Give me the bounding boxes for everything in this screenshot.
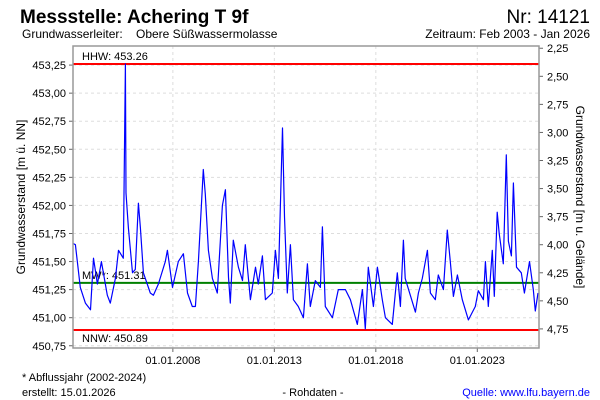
source-link[interactable]: Quelle: www.lfu.bayern.de (462, 387, 590, 399)
x-tick-label: 01.01.2013 (247, 355, 302, 367)
y-tick-label: 452,75 (32, 116, 66, 128)
y-right-tick-label: 4,25 (547, 268, 568, 280)
y-axis-label-left: Grundwasserstand [m ü. NN] (14, 120, 28, 275)
reference-label-nnw: NNW: 450.89 (82, 333, 148, 345)
y-right-tick-label: 4,00 (547, 240, 568, 252)
x-tick-label: 01.01.2018 (348, 355, 403, 367)
y-axis-label-right: Grundwasserstand [m u. Gelände] (573, 106, 587, 289)
reference-label-hhw: HHW: 453.26 (82, 51, 148, 63)
x-tick-label: 01.01.2023 (450, 355, 505, 367)
y-right-tick-label: 4,50 (547, 296, 568, 308)
y-tick-label: 451,25 (32, 285, 66, 297)
created-date: erstellt: 15.01.2026 (22, 387, 116, 399)
y-right-tick-label: 2,75 (547, 99, 568, 111)
y-tick-label: 452,25 (32, 172, 66, 184)
series-line-groundwater-level (73, 63, 539, 330)
station-title: Messstelle: Achering T 9f (20, 7, 249, 28)
aquifer-value: Obere Süßwassermolasse (136, 27, 278, 41)
y-right-tick-label: 3,50 (547, 184, 568, 196)
y-right-tick-label: 2,50 (547, 71, 568, 83)
grid (73, 46, 539, 348)
y-tick-label: 453,00 (32, 88, 66, 100)
y-tick-label: 450,75 (32, 341, 66, 353)
axis-ticks: 450,75 451,00 451,25 451,50 451,75 452,00 452,… (32, 43, 568, 367)
y-tick-label: 453,25 (32, 60, 66, 72)
reference-lines: HHW: 453.26 MW*: 451.31 NNW: 450.89 (73, 51, 539, 345)
y-tick-label: 452,50 (32, 144, 66, 156)
y-tick-label: 451,75 (32, 228, 66, 240)
y-right-tick-label: 2,25 (547, 43, 568, 55)
raw-data-label: - Rohdaten - (282, 387, 343, 399)
y-right-tick-label: 3,00 (547, 127, 568, 139)
x-tick-label: 01.01.2008 (145, 355, 200, 367)
plot-frame (72, 45, 540, 349)
y-tick-label: 451,00 (32, 313, 66, 325)
y-tick-label: 451,50 (32, 257, 66, 269)
footnote-abflussjahr: * Abflussjahr (2002-2024) (22, 372, 146, 384)
aquifer-label: Grundwasserleiter: (22, 27, 123, 41)
y-right-tick-label: 4,75 (547, 324, 568, 336)
station-number: Nr: 14121 (507, 7, 590, 28)
reference-label-mw: MW*: 451.31 (82, 270, 146, 282)
y-right-tick-label: 3,25 (547, 156, 568, 168)
period: Zeitraum: Feb 2003 - Jan 2026 (425, 27, 590, 41)
y-right-tick-label: 3,75 (547, 212, 568, 224)
y-tick-label: 452,00 (32, 200, 66, 212)
